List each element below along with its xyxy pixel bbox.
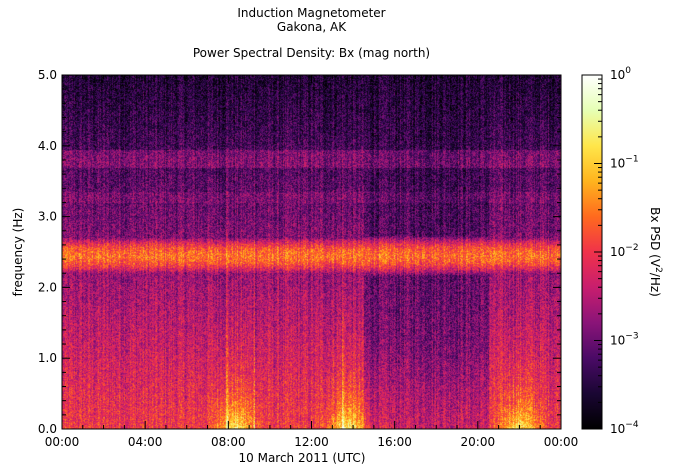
chart-title-line2: Gakona, AK [276, 20, 347, 34]
y-tick-label: 3.0 [38, 210, 57, 224]
colorbar-tick-label: 100 [610, 66, 631, 82]
spectrogram-heatmap [62, 75, 561, 429]
colorbar-tick-label: 10−1 [610, 155, 639, 171]
chart-title-line1: Induction Magnetometer [237, 6, 386, 20]
x-tick-label: 08:00 [211, 435, 246, 449]
x-tick-label: 00:00 [45, 435, 80, 449]
x-tick-label: 12:00 [294, 435, 329, 449]
x-axis-label: 10 March 2011 (UTC) [239, 451, 366, 465]
colorbar-tick-label: 10−4 [610, 420, 639, 436]
colorbar-tick-label: 10−2 [610, 243, 639, 259]
colorbar-label: Bx PSD (V2/Hz) [648, 207, 663, 297]
x-tick-label: 16:00 [377, 435, 412, 449]
x-tick-label: 20:00 [461, 435, 496, 449]
y-tick-label: 4.0 [38, 139, 57, 153]
y-tick-label: 5.0 [38, 68, 57, 82]
y-tick-label: 0.0 [38, 422, 57, 436]
y-axis-label: frequency (Hz) [11, 208, 25, 297]
chart-title-line3: Power Spectral Density: Bx (mag north) [192, 46, 431, 60]
y-tick-label: 1.0 [38, 351, 57, 365]
colorbar-tick-label: 10−3 [610, 332, 639, 348]
x-tick-label: 04:00 [128, 435, 163, 449]
x-tick-label: 00:00 [544, 435, 579, 449]
y-tick-label: 2.0 [38, 280, 57, 294]
